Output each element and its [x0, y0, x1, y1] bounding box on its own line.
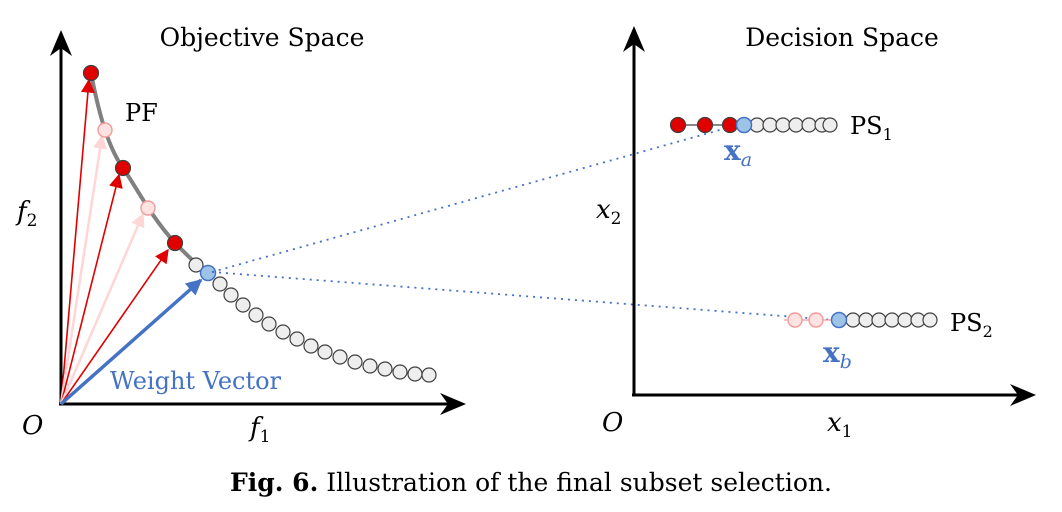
ps1-label: PS1 [850, 112, 893, 144]
x1-axis-label: x1 [827, 408, 853, 442]
pf-point-selected [82, 64, 100, 82]
f1-axis-arrowhead [440, 393, 466, 415]
figure-caption: Fig. 6. Illustration of the final subset… [0, 468, 1062, 497]
pf-point-unselected [392, 364, 408, 380]
pf-point-unselected [275, 324, 291, 340]
figure-caption-text: Illustration of the final subset selecti… [326, 468, 832, 497]
ps1-point-chosen [735, 116, 753, 134]
pf-point-unselected [332, 349, 348, 365]
pf-point-unselected [347, 354, 363, 370]
ps2-point-unselected [922, 312, 938, 328]
ps2-point-unselected [884, 312, 900, 328]
objective-origin-label: O [22, 411, 43, 441]
ps1-points [669, 116, 838, 134]
ps1-point-selected [696, 116, 714, 134]
pf-point-unselected [223, 287, 239, 303]
x2-axis-label: x2 [596, 195, 622, 229]
f2-axis-label: f2 [15, 197, 37, 231]
pf-point-unselected [235, 297, 251, 313]
ps2-point-faded [787, 312, 803, 328]
pf-point-faded [97, 122, 113, 138]
pf-point-unselected [261, 316, 277, 332]
mapping-line-a [211, 125, 735, 273]
pf-point-selected [114, 159, 132, 177]
pf-point-unselected [289, 331, 305, 347]
ps1-point-unselected [801, 117, 817, 133]
pf-label: PF [125, 99, 158, 127]
pf-point-unselected [407, 366, 423, 382]
ps2-point-unselected [897, 312, 913, 328]
f1-axis-label: f1 [248, 413, 270, 447]
decision-origin-label: O [602, 408, 623, 438]
weight-vector-label: Weight Vector [110, 367, 282, 395]
pf-point-faded [140, 200, 156, 216]
pf-points-unselected [188, 257, 437, 383]
f2-axis-arrowhead [50, 30, 72, 56]
ps2-point-unselected [858, 312, 874, 328]
pf-points-selected [82, 64, 184, 252]
pf-point-unselected [362, 358, 378, 374]
weight-vector-red-1 [60, 78, 95, 405]
weight-vector-red-2 [60, 173, 123, 405]
pf-point-unselected [248, 307, 264, 323]
mapping-line-b [211, 271, 835, 321]
pf-point-unselected [212, 276, 228, 292]
xb-label: xb [823, 336, 852, 373]
ps1-point-selected [669, 116, 687, 134]
ps2-point-unselected [871, 312, 887, 328]
pf-point-unselected [303, 338, 319, 354]
weight-vector-faded-2 [59, 212, 145, 405]
weight-vector-red-3 [60, 248, 169, 405]
ps2-point-unselected [845, 312, 861, 328]
ps1-point-unselected [822, 117, 838, 133]
objective-space-title: Objective Space [160, 23, 365, 52]
subset-selection-diagram: Objective Space PF Weight Vector O f1 f2 [15, 23, 1036, 447]
decision-space-title: Decision Space [745, 23, 939, 52]
objective-space-panel: Objective Space PF Weight Vector O f1 f2 [15, 23, 466, 447]
ps2-point-faded [808, 312, 824, 328]
weight-vector-blue [59, 278, 203, 406]
ps1-point-unselected [788, 117, 804, 133]
pf-point-selected [166, 234, 184, 252]
ps1-point-unselected [762, 117, 778, 133]
pf-point-unselected [421, 367, 437, 383]
ps1-point-unselected [775, 117, 791, 133]
pf-point-unselected [377, 361, 393, 377]
x1-axis-arrowhead [1010, 384, 1036, 406]
ps1-point-selected [721, 116, 739, 134]
pf-point-unselected [188, 257, 204, 273]
ps2-points [787, 311, 938, 329]
x2-axis-arrowhead [623, 26, 645, 52]
weight-vector-faded-1 [59, 134, 108, 405]
ps2-label: PS2 [950, 309, 993, 341]
xa-label: xa [724, 134, 752, 171]
figure-caption-prefix: Fig. 6. [230, 468, 319, 497]
decision-space-panel: Decision Space PS1 PS2 xa xb O x1 x2 [596, 23, 1036, 442]
ps2-point-chosen [830, 311, 848, 329]
pf-point-unselected [317, 344, 333, 360]
pf-point-chosen [199, 264, 217, 282]
pf-points-faded [97, 122, 156, 216]
